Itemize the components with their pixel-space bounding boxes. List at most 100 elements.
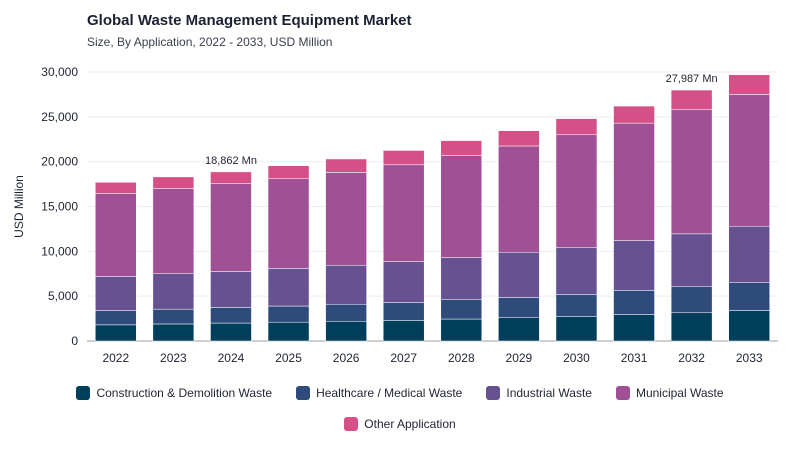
x-tick-label: 2033: [736, 351, 763, 365]
bar-municipal-waste-2028: [440, 155, 483, 258]
bar-other-application-2023: [152, 176, 195, 189]
y-axis-title: USD Million: [12, 175, 26, 238]
bar-healthcare-medical-waste-2023: [152, 308, 195, 325]
y-tick-label: 20,000: [41, 155, 78, 169]
bar-construction-demolition-waste-2026: [325, 321, 367, 342]
bar-construction-demolition-waste-2028: [440, 318, 483, 342]
bar-healthcare-medical-waste-2022: [95, 310, 137, 326]
y-tick-label: 10,000: [41, 244, 78, 258]
legend-label: Industrial Waste: [506, 386, 592, 400]
bar-construction-demolition-waste-2025: [267, 321, 310, 342]
legend-swatch: [615, 386, 630, 400]
legend-item-other-application: Other Application: [344, 417, 456, 431]
bar-municipal-waste-2027: [382, 164, 425, 262]
bar-municipal-waste-2033: [728, 94, 770, 227]
legend-swatch: [296, 386, 311, 400]
bar-other-application-2025: [267, 165, 310, 179]
x-tick-label: 2026: [333, 351, 360, 365]
legend-item-industrial-waste: Industrial Waste: [486, 386, 592, 400]
x-tick-label: 2022: [102, 351, 129, 365]
bar-construction-demolition-waste-2033: [728, 310, 770, 342]
chart-subtitle: Size, By Application, 2022 - 2033, USD M…: [87, 35, 333, 49]
legend-swatch: [344, 417, 359, 431]
bar-municipal-waste-2029: [498, 145, 540, 253]
bar-healthcare-medical-waste-2028: [440, 299, 483, 320]
bar-healthcare-medical-waste-2031: [613, 290, 655, 315]
legend-item-construction-demolition-waste: Construction & Demolition Waste: [76, 386, 272, 400]
y-tick-label: 30,000: [41, 65, 78, 79]
x-tick-label: 2024: [218, 351, 245, 365]
stacked-bar-chart: 0 5,000 10,000 15,000 20,000 25,000 30,000 USD …: [12, 65, 778, 365]
total-annotation: 18,862 Mn: [205, 155, 257, 167]
x-tick-label: 2031: [621, 351, 648, 365]
x-tick-label: 2027: [390, 351, 417, 365]
x-tick-label: 2032: [678, 351, 705, 365]
bar-healthcare-medical-waste-2025: [267, 305, 310, 323]
bar-other-application-2030: [555, 118, 598, 136]
bar-other-application-2029: [498, 130, 540, 147]
bar-construction-demolition-waste-2027: [382, 320, 425, 342]
y-tick-label: 5,000: [48, 289, 78, 303]
bar-other-application-2028: [440, 140, 483, 156]
legend-row-1: Construction & Demolition Waste Healthcar…: [0, 383, 800, 403]
bar-industrial-waste-2026: [325, 264, 367, 305]
bar-construction-demolition-waste-2032: [670, 312, 713, 342]
bar-municipal-waste-2024: [210, 183, 252, 272]
bar-industrial-waste-2028: [440, 257, 483, 301]
legend-label: Municipal Waste: [635, 386, 724, 400]
x-tick-label: 2023: [160, 351, 187, 365]
bar-municipal-waste-2023: [152, 188, 195, 274]
bar-construction-demolition-waste-2022: [95, 324, 137, 342]
legend-label: Healthcare / Medical Waste: [316, 386, 463, 400]
bar-other-application-2027: [382, 150, 425, 166]
bar-industrial-waste-2023: [152, 273, 195, 310]
chart-legend: Construction & Demolition Waste Healthcar…: [0, 383, 800, 445]
bar-industrial-waste-2022: [95, 276, 137, 311]
bar-construction-demolition-waste-2024: [210, 322, 252, 342]
bar-other-application-2031: [613, 105, 655, 124]
bar-other-application-2024: [210, 171, 252, 184]
bar-healthcare-medical-waste-2029: [498, 297, 540, 318]
x-tick-label: 2028: [448, 351, 475, 365]
bar-healthcare-medical-waste-2032: [670, 286, 713, 314]
bar-industrial-waste-2025: [267, 268, 310, 307]
total-annotation: 27,987 Mn: [666, 73, 718, 85]
bar-healthcare-medical-waste-2033: [728, 282, 770, 311]
bar-industrial-waste-2029: [498, 251, 540, 298]
bar-municipal-waste-2030: [555, 134, 598, 248]
x-tick-label: 2030: [563, 351, 590, 365]
bar-other-application-2032: [670, 89, 713, 110]
bar-industrial-waste-2033: [728, 225, 770, 283]
bar-construction-demolition-waste-2029: [498, 317, 540, 342]
y-tick-label: 15,000: [41, 200, 78, 214]
y-tick-label: 25,000: [41, 110, 78, 124]
bar-healthcare-medical-waste-2024: [210, 307, 252, 324]
y-tick-label: 0: [71, 334, 78, 348]
legend-item-municipal-waste: Municipal Waste: [615, 386, 724, 400]
bar-construction-demolition-waste-2023: [152, 323, 195, 342]
bar-construction-demolition-waste-2031: [613, 314, 655, 342]
bar-industrial-waste-2030: [555, 247, 598, 295]
bar-other-application-2033: [728, 74, 770, 95]
bar-industrial-waste-2024: [210, 271, 252, 308]
legend-label: Construction & Demolition Waste: [96, 386, 273, 400]
legend-row-2: Other Application: [0, 414, 800, 434]
bar-municipal-waste-2026: [325, 172, 367, 266]
bar-construction-demolition-waste-2030: [555, 316, 598, 342]
bar-industrial-waste-2031: [613, 240, 655, 291]
bar-industrial-waste-2032: [670, 233, 713, 288]
x-tick-label: 2029: [506, 351, 533, 365]
bar-municipal-waste-2022: [95, 193, 137, 277]
bar-healthcare-medical-waste-2026: [325, 303, 367, 322]
bar-other-application-2026: [325, 158, 367, 173]
chart-title: Global Waste Management Equipment Market: [87, 12, 412, 29]
legend-label: Other Application: [364, 417, 456, 431]
legend-item-healthcare-medical-waste: Healthcare / Medical Waste: [296, 386, 462, 400]
bar-healthcare-medical-waste-2030: [555, 294, 598, 317]
bar-municipal-waste-2025: [267, 178, 310, 269]
bar-healthcare-medical-waste-2027: [382, 302, 425, 321]
bar-municipal-waste-2032: [670, 109, 713, 235]
bar-municipal-waste-2031: [613, 122, 655, 241]
legend-swatch: [76, 386, 91, 400]
x-tick-label: 2025: [275, 351, 302, 365]
